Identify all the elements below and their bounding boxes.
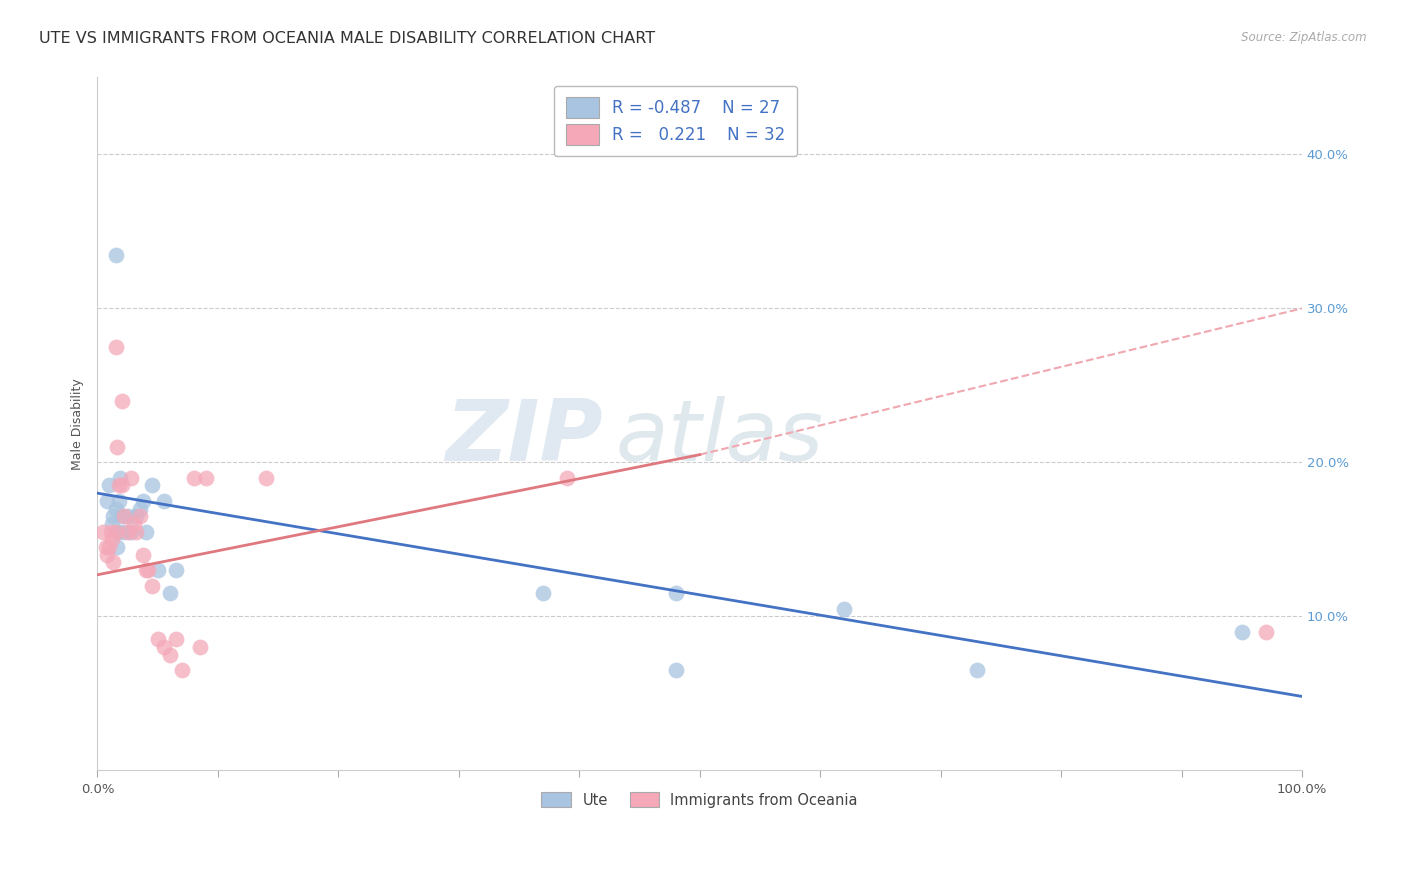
Point xyxy=(555,471,578,485)
Point xyxy=(165,563,187,577)
Point xyxy=(135,563,157,577)
Point xyxy=(665,663,688,677)
Point xyxy=(170,663,193,677)
Point xyxy=(104,340,127,354)
Point xyxy=(146,563,169,577)
Point xyxy=(120,524,142,539)
Point xyxy=(254,471,277,485)
Point xyxy=(110,509,132,524)
Point xyxy=(194,471,217,485)
Point xyxy=(105,540,128,554)
Point xyxy=(141,478,163,492)
Point xyxy=(966,663,988,677)
Point xyxy=(101,533,124,547)
Point xyxy=(104,524,127,539)
Point xyxy=(104,501,127,516)
Point xyxy=(165,632,187,647)
Point xyxy=(93,524,115,539)
Point xyxy=(136,563,159,577)
Point xyxy=(128,509,150,524)
Point xyxy=(104,247,127,261)
Point xyxy=(125,509,148,524)
Point xyxy=(159,648,181,662)
Point xyxy=(108,478,131,492)
Point xyxy=(100,524,122,539)
Text: Source: ZipAtlas.com: Source: ZipAtlas.com xyxy=(1241,31,1367,45)
Point xyxy=(101,556,124,570)
Text: ZIP: ZIP xyxy=(446,396,603,479)
Point xyxy=(94,540,117,554)
Point xyxy=(110,471,132,485)
Point xyxy=(132,548,155,562)
Point xyxy=(117,524,139,539)
Point xyxy=(152,494,174,508)
Legend: Ute, Immigrants from Oceania: Ute, Immigrants from Oceania xyxy=(534,785,865,815)
Point xyxy=(110,478,132,492)
Point xyxy=(117,509,139,524)
Point xyxy=(141,578,163,592)
Text: atlas: atlas xyxy=(616,396,824,479)
Point xyxy=(125,524,148,539)
Point xyxy=(146,632,169,647)
Point xyxy=(135,524,157,539)
Point xyxy=(159,586,181,600)
Point xyxy=(188,640,211,655)
Point xyxy=(183,471,205,485)
Point xyxy=(122,516,145,531)
Point xyxy=(98,540,121,554)
Point xyxy=(120,471,142,485)
Point xyxy=(108,494,131,508)
Point xyxy=(1254,624,1277,639)
Point xyxy=(112,524,135,539)
Y-axis label: Male Disability: Male Disability xyxy=(72,378,84,470)
Point xyxy=(531,586,554,600)
Point xyxy=(665,586,688,600)
Text: UTE VS IMMIGRANTS FROM OCEANIA MALE DISABILITY CORRELATION CHART: UTE VS IMMIGRANTS FROM OCEANIA MALE DISA… xyxy=(39,31,655,46)
Point xyxy=(96,494,118,508)
Point xyxy=(112,509,135,524)
Point xyxy=(107,524,129,539)
Point xyxy=(101,516,124,531)
Point xyxy=(132,494,155,508)
Point xyxy=(1230,624,1253,639)
Point xyxy=(128,501,150,516)
Point xyxy=(152,640,174,655)
Point xyxy=(96,548,118,562)
Point xyxy=(105,440,128,454)
Point xyxy=(832,601,855,615)
Point xyxy=(110,393,132,408)
Point xyxy=(98,478,121,492)
Point xyxy=(101,509,124,524)
